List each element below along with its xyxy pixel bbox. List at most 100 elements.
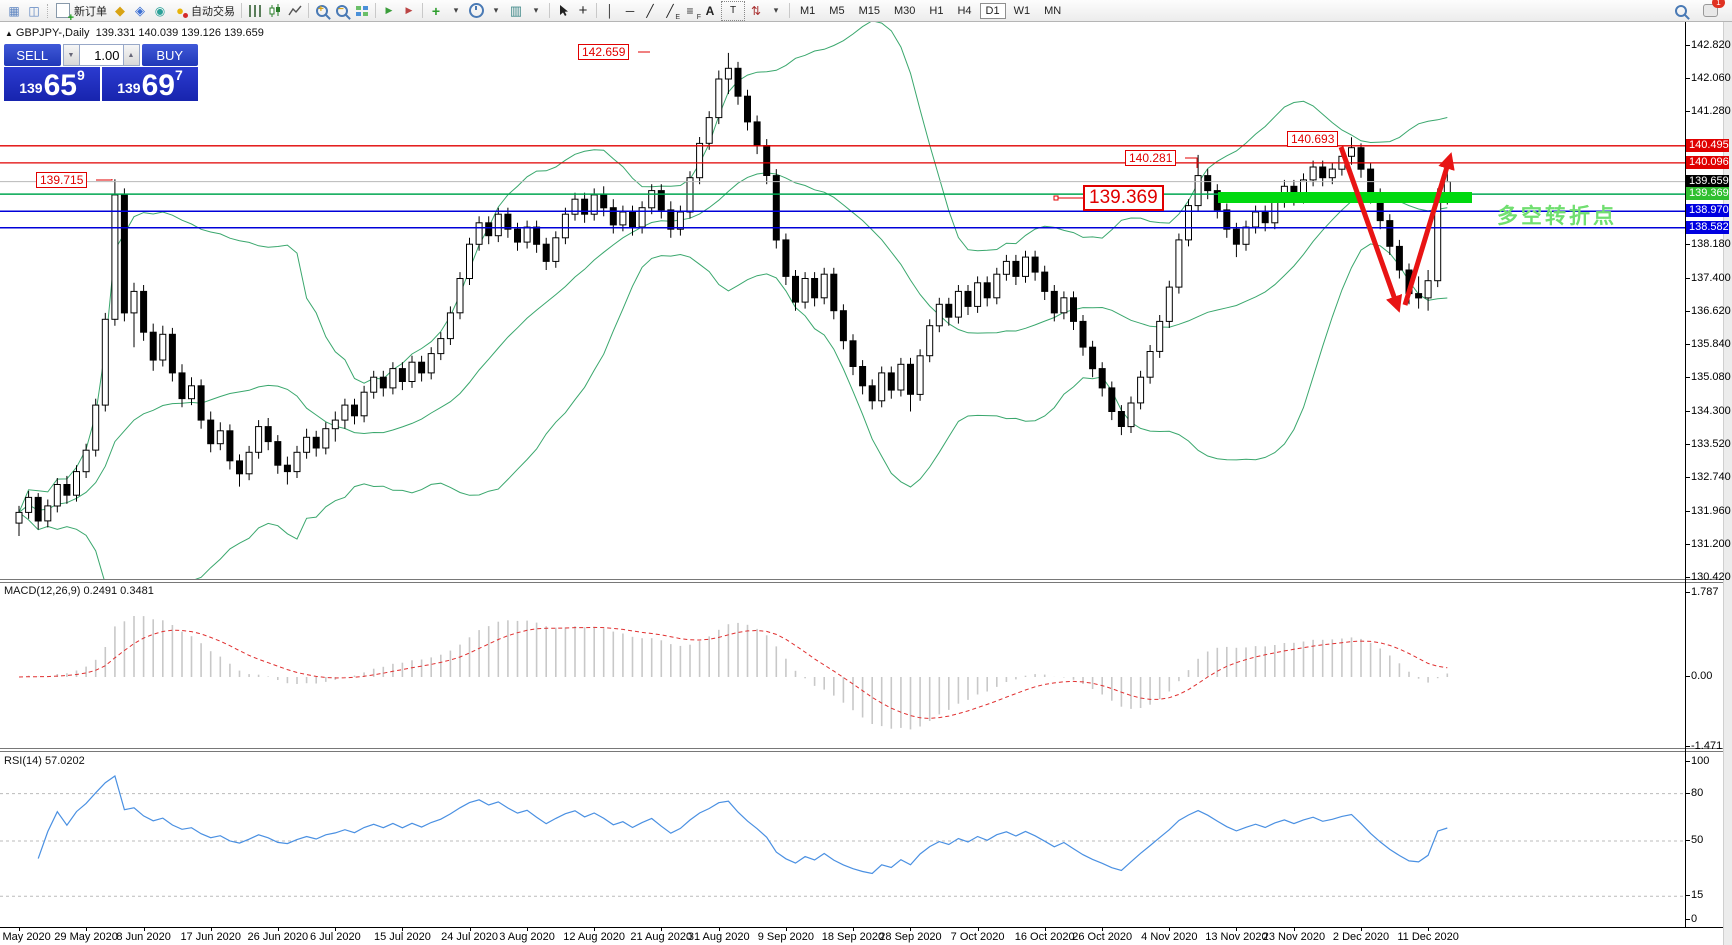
chart-shift-icon[interactable] bbox=[400, 2, 418, 20]
bollinger-bands bbox=[18, 22, 1448, 581]
candle bbox=[830, 267, 838, 320]
rsi-subwindow[interactable] bbox=[0, 752, 1686, 927]
main-price-chart[interactable] bbox=[0, 22, 1686, 581]
window-scrollbar[interactable] bbox=[1723, 22, 1732, 945]
candle bbox=[533, 220, 541, 253]
bar-chart-icon[interactable] bbox=[246, 2, 264, 20]
candle bbox=[907, 357, 914, 412]
vertical-line-tool-icon[interactable] bbox=[601, 2, 619, 20]
metaeditor-icon[interactable] bbox=[131, 2, 149, 20]
new-order-icon[interactable] bbox=[54, 2, 72, 20]
crosshair-icon[interactable] bbox=[574, 2, 592, 20]
new-chart-icon[interactable] bbox=[5, 2, 23, 20]
rsi-indicator-label: RSI(14) 57.0202 bbox=[4, 755, 85, 767]
price-label-139-715[interactable]: 139.715 bbox=[36, 172, 88, 188]
price-axis-tick: 142.820 bbox=[1686, 39, 1731, 51]
date-tick bbox=[852, 928, 854, 931]
market-watch-icon[interactable] bbox=[25, 2, 43, 20]
date-axis-label: 3 Aug 2020 bbox=[499, 931, 555, 943]
date-tick bbox=[910, 928, 912, 931]
timeframe-button-H1[interactable]: H1 bbox=[929, 4, 944, 17]
collapse-triangle-icon[interactable]: ▲ bbox=[5, 29, 13, 38]
channel-tool-icon[interactable] bbox=[661, 2, 680, 21]
volume-increase-button[interactable]: ▲ bbox=[122, 44, 140, 66]
candle bbox=[293, 445, 301, 478]
cursor-icon[interactable] bbox=[554, 2, 572, 20]
toolbar-separator bbox=[375, 3, 376, 18]
sell-price-prefix: 139 bbox=[19, 80, 43, 96]
candlestick-chart-icon[interactable] bbox=[266, 2, 284, 20]
candles-glyph bbox=[269, 3, 280, 17]
v-arrow-down[interactable] bbox=[1338, 146, 1403, 313]
line-chart-icon[interactable] bbox=[286, 2, 304, 20]
auto-scroll-icon[interactable] bbox=[380, 2, 398, 20]
timeframe-button-M5[interactable]: M5 bbox=[829, 4, 845, 17]
price-label-142-659[interactable]: 142.659 bbox=[578, 44, 630, 60]
candle bbox=[1012, 254, 1020, 285]
date-axis-label: 13 Nov 2020 bbox=[1205, 931, 1268, 943]
date-axis-label: 15 Jul 2020 bbox=[373, 931, 431, 943]
volume-decrease-button[interactable]: ▼ bbox=[62, 44, 80, 66]
volume-input[interactable] bbox=[79, 44, 123, 66]
price-label-139-369[interactable]: 139.369 bbox=[1083, 185, 1164, 211]
zoom-in-icon[interactable] bbox=[313, 2, 331, 20]
buy-price-display[interactable]: 139 69 7 bbox=[102, 67, 198, 101]
search-icon[interactable] bbox=[1672, 2, 1690, 20]
indicators-icon[interactable] bbox=[427, 2, 445, 20]
timeframe-button-M1[interactable]: M1 bbox=[800, 4, 816, 17]
templates-dropdown-caret[interactable] bbox=[527, 2, 545, 20]
candle bbox=[1348, 137, 1355, 165]
expert-advisors-icon[interactable] bbox=[111, 2, 129, 20]
candle bbox=[878, 366, 886, 408]
horizontal-line-tool-icon[interactable] bbox=[621, 2, 639, 20]
signals-icon[interactable] bbox=[151, 2, 169, 20]
date-axis-label: 26 Oct 2020 bbox=[1072, 931, 1133, 943]
candle bbox=[456, 272, 464, 320]
timeframe-button-MN[interactable]: MN bbox=[1044, 4, 1062, 17]
arrows-dropdown-caret[interactable] bbox=[767, 2, 785, 20]
indicators-dropdown-caret[interactable] bbox=[447, 2, 465, 20]
label-connector bbox=[1185, 157, 1198, 168]
arrow-objects-icon[interactable] bbox=[747, 2, 765, 20]
panel-separator[interactable] bbox=[0, 748, 1723, 752]
fibonacci-tool-icon[interactable] bbox=[681, 2, 701, 21]
templates-icon[interactable] bbox=[507, 2, 525, 20]
price-badge-138-582: 138.582 bbox=[1686, 220, 1729, 234]
candle bbox=[945, 297, 953, 326]
date-axis-label: 8 Jun 2020 bbox=[116, 931, 171, 943]
price-axis-tick: 50 bbox=[1685, 834, 1704, 846]
timeframe-button-W1[interactable]: W1 bbox=[1013, 4, 1031, 17]
periods-icon[interactable] bbox=[467, 2, 485, 20]
timeframe-button-M15[interactable]: M15 bbox=[858, 4, 880, 17]
text-tool-icon[interactable] bbox=[701, 2, 719, 20]
macd-subwindow[interactable] bbox=[0, 583, 1686, 750]
trendline-tool-icon[interactable] bbox=[641, 2, 659, 20]
price-axis-tick: 134.300 bbox=[1686, 404, 1731, 417]
zoom-out-icon[interactable] bbox=[333, 2, 351, 20]
price-axis-tick: 141.280 bbox=[1686, 105, 1731, 118]
candle bbox=[1127, 396, 1135, 433]
v-arrow-up[interactable] bbox=[1402, 152, 1455, 306]
buy-button[interactable]: BUY bbox=[141, 44, 198, 66]
new-order-button[interactable]: 新订单 bbox=[74, 5, 107, 18]
periods-dropdown-caret[interactable] bbox=[487, 2, 505, 20]
panel-separator[interactable] bbox=[0, 579, 1723, 583]
autotrading-button[interactable]: 自动交易 bbox=[191, 5, 235, 18]
candle bbox=[312, 430, 320, 457]
price-label-140-693[interactable]: 140.693 bbox=[1287, 131, 1339, 147]
notifications-button[interactable]: 1 bbox=[1701, 0, 1725, 20]
note-annotation[interactable]: 多空转折点 bbox=[1497, 205, 1617, 228]
autotrading-icon[interactable] bbox=[171, 2, 189, 20]
sell-price-display[interactable]: 139 65 9 bbox=[4, 67, 100, 101]
timeframe-button-M30[interactable]: M30 bbox=[893, 4, 916, 17]
green-zone-bar[interactable] bbox=[1218, 192, 1472, 203]
candle bbox=[216, 422, 224, 451]
candle bbox=[437, 332, 445, 361]
candle bbox=[1395, 239, 1403, 279]
timeframe-button-D1[interactable]: D1 bbox=[979, 2, 1006, 19]
price-label-140-281[interactable]: 140.281 bbox=[1125, 150, 1177, 166]
timeframe-button-H4[interactable]: H4 bbox=[957, 4, 972, 17]
sell-button[interactable]: SELL bbox=[4, 44, 61, 66]
tile-windows-icon[interactable] bbox=[353, 2, 371, 20]
text-label-tool-icon[interactable] bbox=[721, 0, 745, 21]
